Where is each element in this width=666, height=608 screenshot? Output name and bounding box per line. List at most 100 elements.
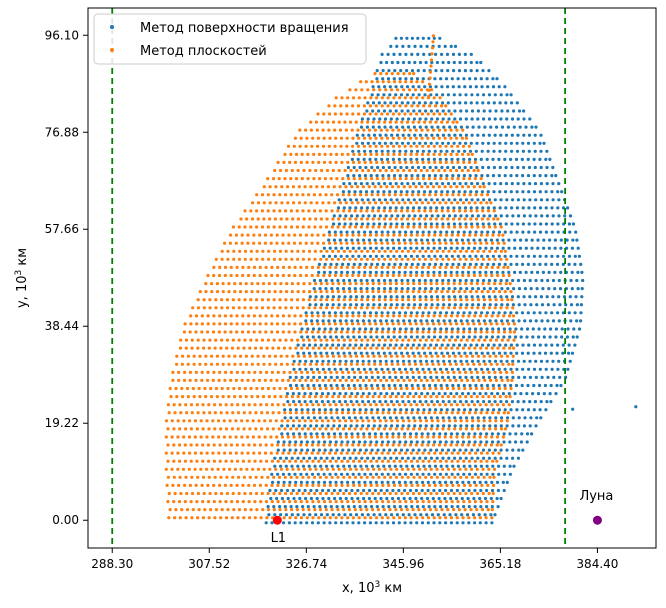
data-point <box>348 395 352 399</box>
data-point <box>224 443 228 447</box>
data-point <box>446 375 450 379</box>
data-point <box>183 322 187 326</box>
data-point <box>371 298 375 302</box>
data-point <box>526 254 531 258</box>
data-point <box>328 500 332 504</box>
data-point <box>377 182 381 186</box>
data-point <box>398 346 402 350</box>
data-point <box>480 217 484 221</box>
data-point <box>551 319 556 323</box>
data-point <box>469 290 473 294</box>
data-point <box>511 416 515 420</box>
data-point <box>412 298 416 302</box>
data-point <box>366 117 370 121</box>
data-point <box>485 440 489 444</box>
data-point <box>393 190 398 194</box>
data-point <box>410 408 414 412</box>
data-point <box>323 448 327 452</box>
data-point <box>384 303 388 307</box>
data-point <box>394 206 398 210</box>
data-point <box>323 262 327 266</box>
data-point <box>329 505 333 509</box>
data-point <box>409 144 413 148</box>
data-point <box>515 408 519 412</box>
data-point <box>371 287 375 291</box>
data-point <box>479 177 483 181</box>
data-point <box>315 185 319 189</box>
data-point <box>434 351 438 355</box>
data-point <box>443 496 447 501</box>
data-point <box>355 400 359 404</box>
data-point <box>577 254 582 258</box>
data-point <box>344 128 348 132</box>
data-point <box>478 496 482 501</box>
data-point <box>403 246 407 250</box>
data-point <box>266 306 270 310</box>
data-point <box>440 290 444 294</box>
data-point <box>285 395 289 399</box>
data-point <box>395 467 399 471</box>
data-point <box>419 44 423 49</box>
data-point <box>321 432 325 436</box>
data-point <box>487 400 491 404</box>
data-point <box>413 303 417 307</box>
data-point <box>554 392 558 396</box>
data-point <box>461 246 465 250</box>
data-point <box>318 491 323 496</box>
data-point <box>415 160 419 164</box>
data-point <box>230 500 234 504</box>
data-point <box>275 451 279 455</box>
data-point <box>431 322 436 326</box>
data-point <box>457 262 461 266</box>
data-point <box>473 330 477 334</box>
data-point <box>553 287 557 291</box>
data-point <box>374 254 378 258</box>
data-point <box>293 443 297 447</box>
data-point <box>456 459 460 463</box>
data-point <box>434 386 438 391</box>
data-point <box>345 112 349 116</box>
data-point <box>417 278 422 283</box>
data-point <box>410 262 414 266</box>
data-point <box>464 427 468 431</box>
data-point <box>276 443 280 447</box>
data-point <box>457 165 461 170</box>
data-point <box>346 516 350 520</box>
data-point <box>411 93 415 97</box>
data-point <box>439 451 443 455</box>
data-point <box>438 472 443 476</box>
data-point <box>503 290 507 294</box>
data-point <box>189 500 193 504</box>
data-point <box>529 287 533 291</box>
data-point <box>411 190 415 194</box>
data-point <box>467 505 471 509</box>
data-point <box>312 427 316 431</box>
data-point <box>539 198 544 202</box>
data-point <box>323 327 327 331</box>
data-point <box>270 459 274 463</box>
data-point <box>495 443 499 447</box>
data-point <box>501 233 505 237</box>
data-point <box>309 419 313 423</box>
data-point <box>392 246 396 250</box>
data-point <box>307 386 311 391</box>
data-point <box>190 411 194 415</box>
data-point <box>333 241 337 245</box>
data-point <box>377 475 381 479</box>
data-point <box>400 475 404 479</box>
data-point <box>253 370 257 374</box>
data-point <box>397 241 401 245</box>
data-point <box>346 411 350 415</box>
data-point <box>334 516 338 520</box>
data-point <box>260 298 265 302</box>
data-point <box>286 378 290 382</box>
data-point <box>351 403 355 407</box>
data-point <box>506 338 510 342</box>
data-point <box>403 521 407 525</box>
data-point <box>466 270 471 274</box>
data-point <box>212 265 216 269</box>
data-point <box>315 496 319 501</box>
data-point <box>361 359 365 363</box>
data-point <box>514 157 519 161</box>
data-point <box>324 278 328 283</box>
